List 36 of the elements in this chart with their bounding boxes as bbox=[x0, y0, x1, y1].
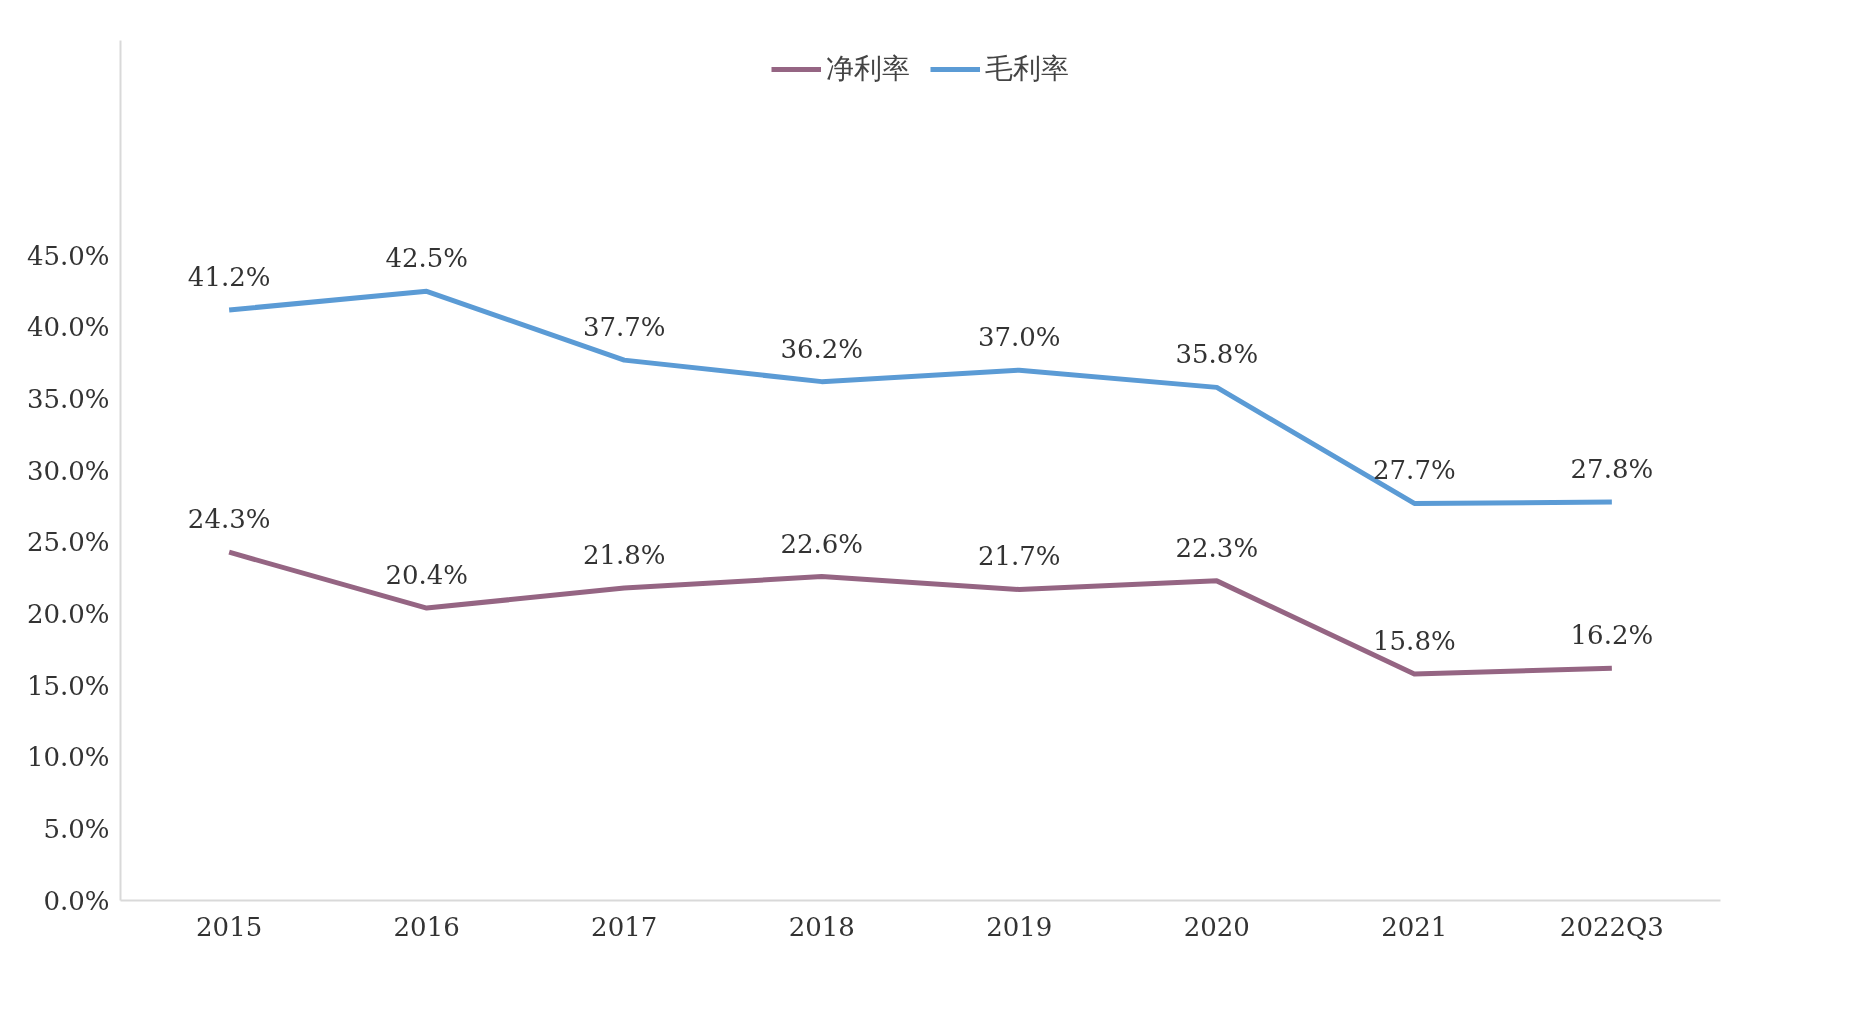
data-label: 24.3% bbox=[187, 504, 271, 535]
data-label: 22.6% bbox=[780, 528, 864, 559]
data-label: 16.2% bbox=[1570, 620, 1654, 651]
legend-label: 净利率 bbox=[826, 51, 910, 87]
data-label: 42.5% bbox=[385, 243, 468, 274]
data-label: 15.8% bbox=[1373, 626, 1456, 657]
x-tick-label: 2020 bbox=[1183, 911, 1250, 942]
y-tick-label: 35.0% bbox=[26, 383, 110, 414]
data-label: 41.2% bbox=[187, 261, 271, 292]
data-label: 27.8% bbox=[1570, 454, 1654, 485]
x-tick-label: 2015 bbox=[196, 911, 263, 942]
x-tick-label: 2019 bbox=[986, 911, 1053, 942]
data-label: 36.2% bbox=[780, 333, 864, 364]
data-label: 27.7% bbox=[1373, 455, 1456, 486]
y-tick-label: 40.0% bbox=[26, 312, 110, 343]
y-tick-label: 45.0% bbox=[26, 240, 110, 271]
y-tick-label: 25.0% bbox=[26, 527, 110, 558]
data-label: 35.8% bbox=[1175, 339, 1259, 370]
data-label: 21.7% bbox=[977, 541, 1061, 572]
y-tick-label: 20.0% bbox=[26, 598, 110, 629]
y-tick-label: 30.0% bbox=[26, 455, 110, 486]
x-tick-label: 2022Q3 bbox=[1559, 911, 1664, 942]
y-tick-label: 10.0% bbox=[26, 742, 110, 773]
x-tick-label: 2018 bbox=[788, 911, 855, 942]
x-tick-label: 2016 bbox=[393, 911, 460, 942]
data-label: 21.8% bbox=[582, 540, 666, 571]
y-tick-label: 5.0% bbox=[43, 813, 110, 844]
data-label: 37.0% bbox=[977, 322, 1061, 353]
y-tick-label: 0.0% bbox=[43, 885, 110, 916]
data-label: 22.3% bbox=[1175, 532, 1259, 563]
x-tick-label: 2021 bbox=[1381, 911, 1448, 942]
data-label: 20.4% bbox=[385, 560, 468, 591]
x-tick-label: 2017 bbox=[591, 911, 658, 942]
data-label: 37.7% bbox=[582, 312, 666, 343]
y-tick-label: 15.0% bbox=[26, 670, 110, 701]
legend-label: 毛利率 bbox=[985, 51, 1069, 87]
